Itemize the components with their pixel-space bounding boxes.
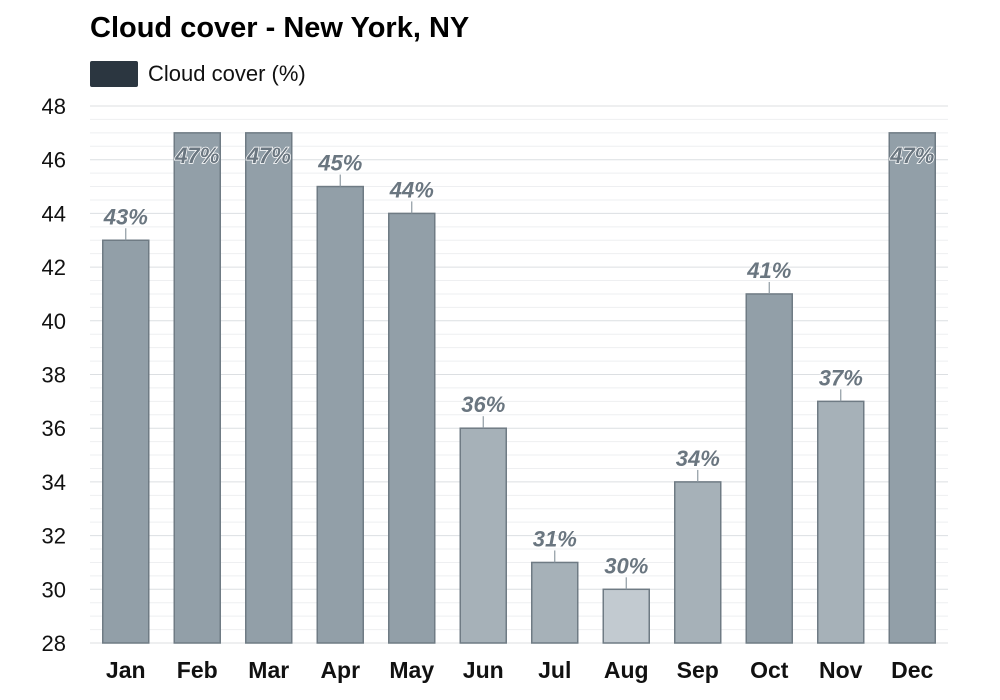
y-tick-label: 46 [42, 148, 66, 173]
data-label-jun: 36% [461, 392, 505, 417]
chart-title: Cloud cover - New York, NY [90, 12, 470, 44]
data-label-may: 44% [389, 177, 434, 202]
y-tick-label: 48 [42, 94, 66, 119]
y-tick-label: 40 [42, 309, 66, 334]
x-tick-label-nov: Nov [819, 657, 863, 683]
x-tick-label-jan: Jan [106, 657, 146, 683]
y-tick-label: 36 [42, 416, 66, 441]
x-tick-label-feb: Feb [177, 657, 218, 683]
data-label-mar: 47% [246, 143, 291, 168]
x-tick-label-jul: Jul [538, 657, 571, 683]
data-label-oct: 41% [746, 258, 791, 283]
x-tick-label-mar: Mar [248, 657, 289, 683]
bar-dec [888, 132, 936, 644]
data-label-nov: 37% [819, 365, 863, 390]
y-tick-label: 42 [42, 255, 66, 280]
bar-mar [245, 132, 293, 644]
bar-oct [745, 293, 793, 644]
legend-label: Cloud cover (%) [148, 61, 306, 86]
x-tick-label-jun: Jun [463, 657, 504, 683]
labels: 28 30 32 34 36 38 40 42 44 46 48 43% Jan 47% Feb 47% Mar… [42, 94, 936, 683]
bar-sep [674, 481, 722, 644]
data-label-sep: 34% [676, 446, 720, 471]
data-label-dec: 47% [889, 143, 934, 168]
bar-jun [459, 427, 507, 644]
x-tick-label-dec: Dec [891, 657, 933, 683]
y-tick-label: 34 [42, 470, 66, 495]
bar-jan [102, 239, 150, 644]
x-tick-label-may: May [389, 657, 434, 683]
bar-feb [173, 132, 221, 644]
data-label-jan: 43% [103, 204, 148, 229]
bar-nov [817, 400, 865, 644]
data-label-aug: 30% [604, 553, 648, 578]
bar-may [388, 212, 436, 644]
bar-jul [531, 561, 579, 644]
bar-apr [316, 185, 364, 644]
x-tick-label-aug: Aug [604, 657, 649, 683]
y-tick-label: 38 [42, 363, 66, 388]
x-tick-label-sep: Sep [677, 657, 719, 683]
x-tick-label-apr: Apr [320, 657, 360, 683]
bars [102, 132, 936, 644]
data-label-jul: 31% [533, 526, 577, 551]
data-label-feb: 47% [174, 143, 219, 168]
y-tick-label: 44 [42, 201, 66, 226]
x-tick-label-oct: Oct [750, 657, 789, 683]
y-tick-label: 28 [42, 631, 66, 656]
legend-swatch [90, 61, 138, 87]
grid-lines [90, 105, 948, 644]
y-tick-label: 32 [42, 524, 66, 549]
y-tick-label: 30 [42, 577, 66, 602]
bar-aug [602, 588, 650, 644]
legend: Cloud cover (%) [90, 60, 306, 88]
data-label-apr: 45% [317, 151, 362, 176]
